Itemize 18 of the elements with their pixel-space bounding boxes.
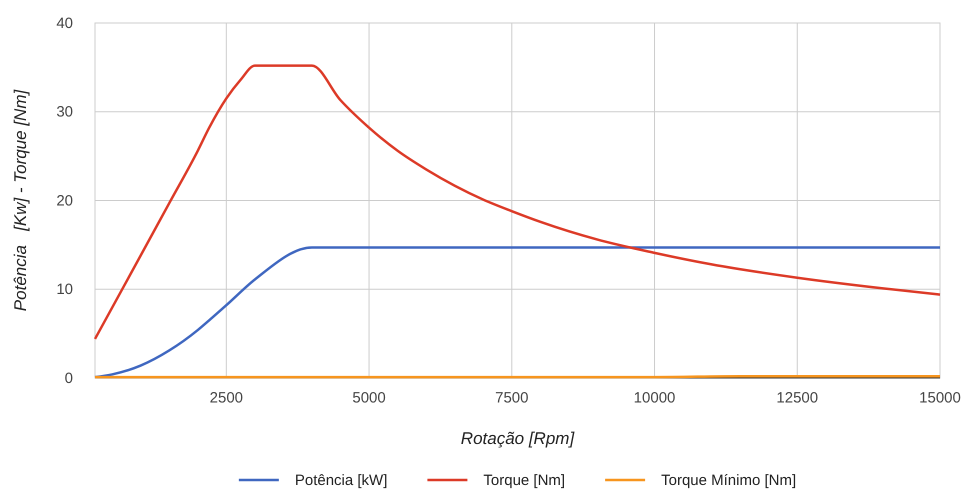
legend-label: Torque [Nm]: [483, 472, 566, 489]
y-tick-label: 30: [56, 104, 73, 121]
y-tick-label: 40: [56, 14, 73, 32]
x-axis-title: Rotação [Rpm]: [460, 429, 576, 448]
y-tick-label: 10: [56, 281, 73, 298]
x-tick-label: 7500: [495, 390, 528, 407]
legend-label: Potência [kW]: [294, 472, 388, 489]
y-axis-title: Potência [Kw] - Torque [Nm]: [11, 88, 30, 312]
x-tick-label: 10000: [634, 390, 676, 407]
x-tick-label: 15000: [919, 390, 961, 407]
line-series: [94, 64, 942, 340]
x-tick-label: 12500: [776, 390, 818, 407]
x-tick-label: 2500: [210, 390, 244, 407]
y-tick-label: 20: [56, 192, 73, 210]
x-tick-label: 5000: [352, 390, 386, 407]
y-tick-label: 0: [64, 370, 73, 387]
line-series: [94, 246, 942, 378]
legend-label: Torque Mínimo [Nm]: [661, 472, 796, 489]
